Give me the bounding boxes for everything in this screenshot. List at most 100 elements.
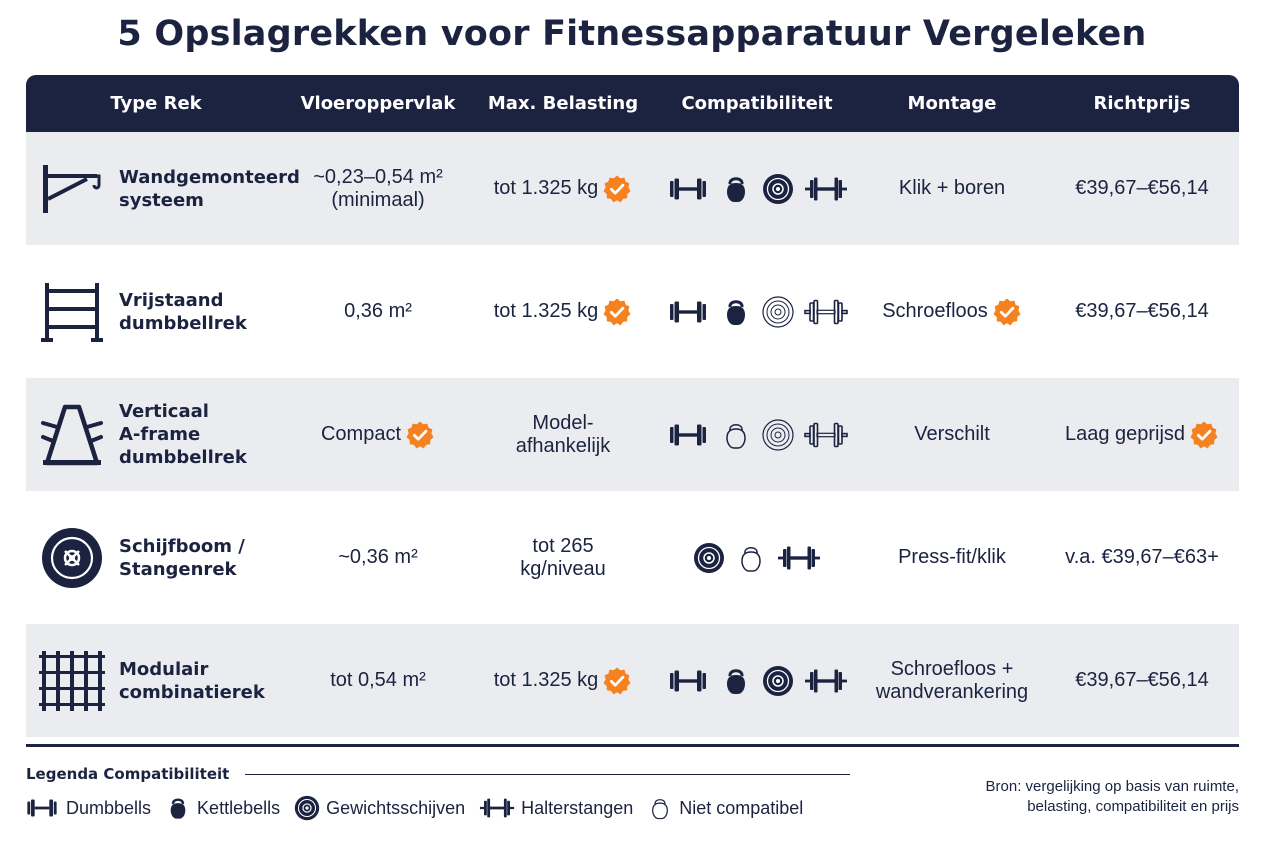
- plate-not-compatible-icon: [762, 295, 794, 328]
- legend-label: Dumbbells: [66, 797, 152, 818]
- rack-type-name: Wandgemonteerd systeem: [119, 166, 300, 211]
- cell-load-text: Model- afhankelijk: [515, 411, 611, 457]
- kettlebell-icon: [727, 176, 745, 202]
- cell-mount-text: Schroefloos + wandverankering: [875, 657, 1029, 703]
- kettlebell-icon: [727, 668, 745, 694]
- cell-load-text: tot 1.325 kg: [493, 177, 599, 199]
- cell-floor: 0,36 m²: [288, 255, 468, 368]
- cell-floor-text: ~0,23–0,54 m² (minimaal): [313, 165, 443, 211]
- legend-label: Kettlebells: [197, 797, 281, 818]
- cell-price: €39,67–€56,14: [1062, 132, 1222, 245]
- barbell-icon: [805, 669, 847, 692]
- rack-type-name: Vrijstaand dumbbellrek: [119, 289, 247, 334]
- table-bottom-rule: [26, 744, 1239, 747]
- column-header-compat: Compatibiliteit: [681, 93, 833, 114]
- cell-load: tot 1.325 kg: [478, 624, 648, 737]
- cell-mount: Press-fit/klik: [872, 501, 1032, 614]
- source-note: Bron: vergelijking op basis van ruimte, …: [985, 778, 1239, 815]
- cell-price-text: €39,67–€56,14: [1075, 669, 1209, 691]
- table-row: Verticaal A-frame dumbbellrek Compact Mo…: [26, 378, 1239, 491]
- freestanding-rack-icon: [41, 282, 103, 342]
- kettlebell-not-compatible-icon: [726, 423, 746, 449]
- barbell-icon: [778, 546, 820, 569]
- compat-icons: [693, 542, 821, 574]
- barbell-icon: [480, 798, 515, 818]
- cell-load: tot 265 kg/niveau: [478, 501, 648, 614]
- legend-item: Kettlebells: [165, 795, 280, 821]
- legend-item: Niet compatibel: [647, 795, 803, 821]
- cell-floor: ~0,36 m²: [288, 501, 468, 614]
- plate-icon: [294, 795, 320, 821]
- cell-price-text: €39,67–€56,14: [1075, 300, 1209, 322]
- cell-floor-text: Compact: [320, 423, 402, 445]
- cell-mount-text: Klik + boren: [898, 177, 1006, 199]
- a-frame-rack-icon: [41, 404, 103, 465]
- column-header-mount: Montage: [907, 93, 997, 114]
- legend-item: Halterstangen: [479, 795, 633, 821]
- check-badge-icon: [603, 667, 631, 694]
- dumbbell-icon: [670, 301, 706, 322]
- legend: Dumbbells Kettlebells Gewichtsschijven H…: [24, 795, 817, 821]
- kettlebell-icon: [170, 798, 186, 819]
- row-icon: [34, 255, 110, 368]
- barbell-not-compatible-icon: [804, 422, 848, 447]
- rack-type-name: Schijfboom / Stangenrek: [119, 535, 245, 580]
- check-badge-icon: [1190, 421, 1218, 448]
- check-badge-icon: [603, 298, 631, 325]
- cell-price: €39,67–€56,14: [1062, 624, 1222, 737]
- legend-divider: [245, 774, 850, 775]
- cell-price-text: v.a. €39,67–€63+: [1065, 546, 1219, 568]
- row-spacer: [26, 368, 1239, 378]
- cell-floor-text: 0,36 m²: [344, 300, 412, 322]
- legend-item: Dumbbells: [24, 795, 151, 821]
- plate-icon: [694, 542, 724, 573]
- row-icon: [34, 378, 110, 491]
- cell-floor-text: tot 0,54 m²: [330, 669, 426, 691]
- cell-load: Model- afhankelijk: [478, 378, 648, 491]
- dumbbell-icon: [670, 424, 706, 445]
- cell-floor-text: ~0,36 m²: [338, 546, 418, 568]
- rack-type-name: Verticaal A-frame dumbbellrek: [119, 401, 247, 468]
- column-header-floor: Vloeroppervlak: [300, 93, 456, 114]
- cell-compat: [662, 378, 852, 491]
- row-icon: [34, 132, 110, 245]
- comparison-table: Type Rek Vloeroppervlak Max. Belasting C…: [26, 75, 1239, 737]
- table-row: Modulair combinatierek tot 0,54 m² tot 1…: [26, 624, 1239, 737]
- cell-compat: [662, 501, 852, 614]
- cell-price-text: €39,67–€56,14: [1075, 177, 1209, 199]
- compat-icons: [666, 173, 848, 205]
- legend-label: Gewichtsschijven: [326, 797, 466, 818]
- cell-mount-text: Verschilt: [914, 423, 990, 445]
- row-spacer: [26, 245, 1239, 255]
- cell-price: Laag geprijsd: [1062, 378, 1222, 491]
- table-row: Schijfboom / Stangenrek ~0,36 m² tot 265…: [26, 501, 1239, 614]
- cell-price: v.a. €39,67–€63+: [1062, 501, 1222, 614]
- kettlebell-icon: [727, 299, 745, 325]
- cell-compat: [662, 132, 852, 245]
- cell-load: tot 1.325 kg: [478, 132, 648, 245]
- check-badge-icon: [993, 298, 1021, 325]
- compat-icons: [666, 295, 848, 328]
- table-row: Vrijstaand dumbbellrek 0,36 m² tot 1.325…: [26, 255, 1239, 368]
- legend-title: Legenda Compatibiliteit: [26, 765, 230, 783]
- cell-price: €39,67–€56,14: [1062, 255, 1222, 368]
- compat-icons: [666, 418, 848, 451]
- cell-load-text: tot 1.325 kg: [493, 300, 599, 322]
- dumbbell-icon: [670, 670, 706, 691]
- table-header: Type Rek Vloeroppervlak Max. Belasting C…: [26, 75, 1239, 132]
- cell-mount-text: Schroefloos: [882, 300, 988, 322]
- cell-floor: tot 0,54 m²: [288, 624, 468, 737]
- cell-price-text: Laag geprijsd: [1064, 423, 1186, 445]
- column-header-price: Richtprijs: [1093, 93, 1191, 114]
- dumbbell-icon: [27, 799, 57, 817]
- legend-label: Niet compatibel: [679, 797, 804, 818]
- not-compatible-icon: [652, 799, 669, 820]
- cell-floor: Compact: [288, 378, 468, 491]
- check-badge-icon: [603, 175, 631, 202]
- dumbbell-icon: [670, 178, 706, 199]
- barbell-not-compatible-icon: [804, 299, 848, 324]
- cell-floor: ~0,23–0,54 m² (minimaal): [288, 132, 468, 245]
- row-icon: [34, 624, 110, 737]
- cell-mount: Schroefloos: [872, 255, 1032, 368]
- cell-load-text: tot 1.325 kg: [493, 669, 599, 691]
